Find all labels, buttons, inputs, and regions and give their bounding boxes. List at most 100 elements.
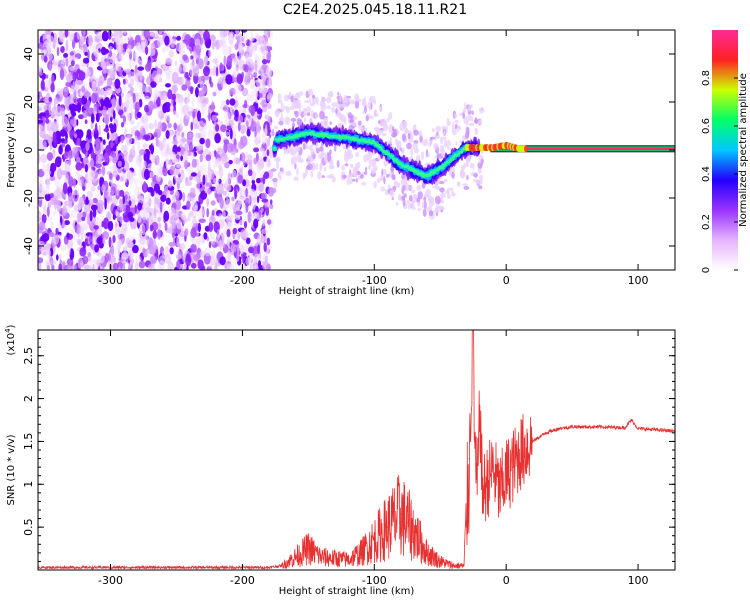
noise-cell bbox=[175, 177, 183, 184]
scatter-cell bbox=[395, 201, 399, 206]
scatter-cell bbox=[380, 186, 386, 192]
noise-cell bbox=[186, 200, 191, 210]
snr-point bbox=[637, 428, 639, 430]
noise-cell bbox=[267, 42, 273, 47]
noise-cell bbox=[234, 43, 239, 50]
noise-cell bbox=[182, 104, 189, 116]
noise-cell bbox=[261, 59, 268, 65]
scatter-cell bbox=[355, 178, 358, 183]
noise-cell bbox=[252, 78, 256, 90]
noise-cell bbox=[112, 214, 116, 220]
scatter-cell bbox=[309, 102, 314, 107]
noise-cell bbox=[140, 223, 146, 236]
noise-cell bbox=[50, 82, 55, 93]
noise-cell bbox=[66, 246, 71, 257]
scatter-cell bbox=[451, 192, 456, 197]
noise-cell bbox=[42, 140, 47, 151]
scatter-cell bbox=[472, 163, 475, 171]
noise-cell bbox=[170, 42, 175, 48]
noise-cell bbox=[189, 210, 194, 217]
noise-cell bbox=[92, 106, 98, 116]
noise-cell bbox=[58, 234, 61, 240]
noise-cell bbox=[246, 128, 251, 137]
noise-cell bbox=[146, 249, 151, 258]
scatter-cell bbox=[388, 112, 393, 120]
noise-cell bbox=[263, 242, 267, 253]
noise-cell bbox=[47, 35, 55, 43]
noise-cell bbox=[145, 218, 149, 231]
noise-cell bbox=[224, 111, 231, 120]
noise-cell bbox=[84, 163, 89, 173]
noise-cell bbox=[215, 124, 220, 132]
heatmap-cells bbox=[38, 30, 675, 270]
scatter-cell bbox=[274, 109, 280, 116]
noise-cell bbox=[175, 130, 182, 139]
noise-cell bbox=[85, 232, 93, 237]
noise-cell bbox=[193, 253, 200, 262]
scatter-cell bbox=[441, 125, 447, 130]
scatter-cell bbox=[285, 119, 289, 125]
scatter-cell bbox=[311, 162, 316, 171]
noise-cell bbox=[58, 263, 63, 270]
noise-cell bbox=[245, 187, 248, 198]
noise-cell bbox=[56, 46, 60, 57]
noise-cell bbox=[205, 154, 212, 162]
noise-cell bbox=[184, 228, 189, 237]
noise-cell bbox=[38, 71, 43, 76]
noise-cell bbox=[150, 189, 155, 197]
snr-point bbox=[400, 513, 402, 515]
noise-cell bbox=[244, 75, 251, 86]
noise-cell bbox=[185, 218, 189, 223]
noise-cell bbox=[162, 137, 167, 142]
noise-cell bbox=[223, 131, 230, 136]
noise-cell bbox=[46, 174, 49, 182]
snr-point bbox=[468, 458, 470, 460]
snr-point bbox=[406, 522, 408, 524]
noise-cell bbox=[101, 184, 106, 193]
scatter-cell bbox=[328, 90, 334, 98]
noise-cell bbox=[184, 34, 192, 46]
track-cell bbox=[390, 154, 394, 158]
noise-cell bbox=[91, 236, 99, 245]
noise-cell bbox=[38, 119, 44, 124]
noise-cell bbox=[235, 210, 243, 216]
noise-cell bbox=[229, 87, 236, 96]
noise-cell bbox=[221, 156, 225, 165]
noise-cell bbox=[152, 230, 157, 239]
scatter-cell bbox=[321, 97, 327, 102]
noise-cell bbox=[56, 254, 59, 261]
noise-cell bbox=[116, 215, 124, 222]
noise-cell bbox=[79, 226, 84, 235]
noise-cell bbox=[202, 74, 210, 81]
noise-cell bbox=[208, 241, 212, 249]
noise-cell bbox=[239, 219, 244, 224]
scatter-cell bbox=[294, 110, 299, 118]
noise-cell bbox=[197, 236, 203, 246]
noise-cell bbox=[116, 102, 120, 113]
snr-point bbox=[532, 440, 534, 442]
y-tick-label: 2.5 bbox=[22, 347, 35, 365]
noise-cell bbox=[107, 106, 114, 118]
transition-cell bbox=[524, 145, 528, 153]
noise-cell bbox=[38, 179, 44, 192]
scatter-cell bbox=[456, 181, 461, 187]
noise-cell bbox=[98, 125, 101, 137]
noise-cell bbox=[234, 57, 237, 62]
noise-cell bbox=[136, 111, 142, 118]
noise-cell bbox=[238, 33, 243, 45]
scatter-cell bbox=[395, 137, 398, 146]
noise-cell bbox=[210, 200, 216, 206]
noise-cell bbox=[165, 197, 171, 205]
noise-cell bbox=[148, 100, 154, 111]
scatter-cell bbox=[323, 166, 327, 172]
noise-cell bbox=[241, 186, 245, 199]
noise-cell bbox=[201, 85, 207, 94]
scatter-cell bbox=[413, 194, 417, 203]
noise-cell bbox=[226, 263, 233, 270]
scatter-cell bbox=[289, 105, 295, 111]
track-cell bbox=[297, 135, 302, 138]
noise-cell bbox=[230, 31, 233, 37]
noise-cell bbox=[89, 210, 93, 222]
noise-cell bbox=[46, 152, 54, 161]
